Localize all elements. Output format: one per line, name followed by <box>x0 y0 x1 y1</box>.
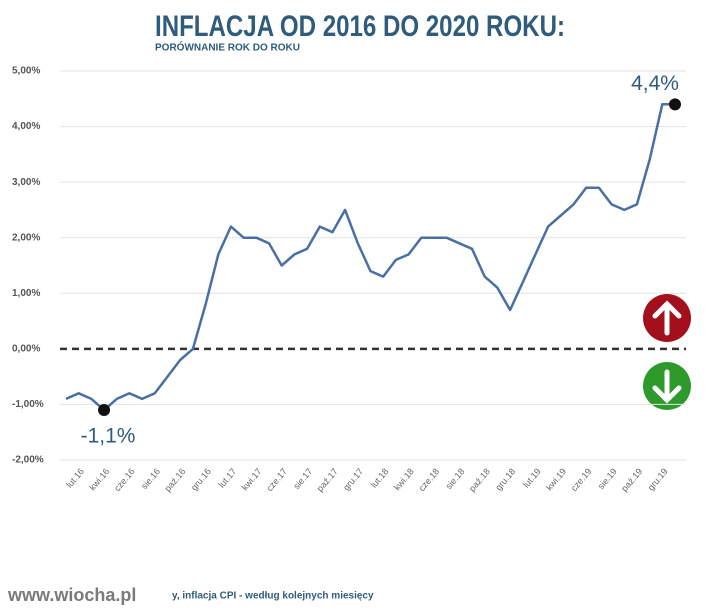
x-tick-label: gru.17 <box>341 466 365 492</box>
x-tick-label: lut.16 <box>64 466 86 489</box>
x-tick-label: sie.16 <box>139 466 162 491</box>
value-label: 4,4% <box>631 72 679 95</box>
down-icon <box>643 362 691 410</box>
value-label: -1,1% <box>81 425 136 448</box>
x-tick-label: lut.17 <box>216 466 238 489</box>
y-tick-label: 5,00% <box>12 66 40 77</box>
x-tick-label: kwi.18 <box>392 466 416 492</box>
x-tick-label: paź.19 <box>619 466 644 493</box>
footer: y, inflacja CPI - według kolejnych miesi… <box>172 591 374 602</box>
x-tick-label: kwi.16 <box>87 466 111 492</box>
x-tick-label: gru.18 <box>493 466 517 492</box>
chart-subtitle: PORÓWNANIE ROK DO ROKU <box>155 41 300 54</box>
y-tick-label: 0,00% <box>12 343 40 354</box>
y-tick-label: 4,00% <box>12 121 40 132</box>
y-tick-label: 1,00% <box>12 288 40 299</box>
x-tick-label: paź.18 <box>467 466 492 493</box>
highlight-dot <box>669 98 681 111</box>
up-icon <box>643 294 691 342</box>
x-tick-label: kwi.19 <box>544 466 568 492</box>
y-tick-label: -2,00% <box>12 455 44 466</box>
x-tick-label: paź.17 <box>315 466 340 493</box>
line-series <box>65 103 675 412</box>
x-tick-label: gru.16 <box>189 466 213 492</box>
x-tick-label: gru.19 <box>646 466 670 492</box>
highlight-dot <box>98 403 111 416</box>
x-tick-label: cze.18 <box>417 466 442 493</box>
watermark: www.wiocha.pl <box>7 585 136 605</box>
x-tick-label: paź.16 <box>163 466 188 493</box>
x-tick-label: cze.19 <box>569 466 594 493</box>
y-tick-label: 3,00% <box>12 177 40 188</box>
x-tick-label: cze.16 <box>112 466 137 493</box>
x-tick-label: lut.19 <box>521 466 543 489</box>
x-tick-label: sie.18 <box>444 466 467 491</box>
x-tick-label: kwi.17 <box>240 466 264 492</box>
x-tick-label: cze.17 <box>264 466 289 493</box>
chart-title: INFLACJA OD 2016 DO 2020 ROKU: <box>155 10 565 43</box>
x-tick-label: sie.19 <box>596 466 619 491</box>
y-tick-label: -1,00% <box>12 399 44 410</box>
x-tick-label: sie.17 <box>291 466 314 491</box>
y-tick-label: 2,00% <box>12 232 40 243</box>
x-tick-label: lut.18 <box>369 466 391 489</box>
